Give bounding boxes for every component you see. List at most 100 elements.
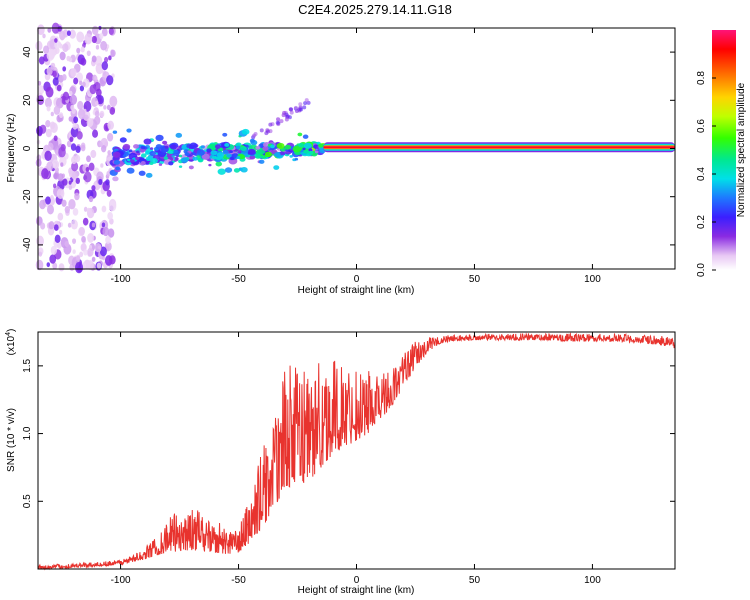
spectral-blob bbox=[178, 165, 183, 168]
noise-blob bbox=[58, 263, 65, 272]
noise-blob bbox=[68, 199, 76, 210]
spectral-blob bbox=[276, 142, 285, 149]
noise-blob bbox=[64, 205, 71, 214]
spectral-blob bbox=[303, 142, 312, 149]
spectral-blob bbox=[233, 168, 240, 173]
noise-blob bbox=[35, 158, 42, 167]
spectral-blob bbox=[298, 142, 304, 148]
spectral-blob bbox=[302, 134, 309, 139]
spectral-blob bbox=[208, 143, 218, 151]
noise-blob bbox=[71, 161, 79, 172]
branch-blob bbox=[298, 107, 303, 112]
spectral-blob bbox=[196, 149, 206, 156]
spectral-blob bbox=[135, 156, 140, 161]
noise-blob bbox=[59, 112, 64, 119]
x-tick-label: -50 bbox=[231, 274, 246, 285]
spectral-blob bbox=[249, 155, 256, 160]
spectral-blob bbox=[112, 130, 118, 134]
noise-blob bbox=[52, 262, 58, 270]
noise-blob bbox=[91, 222, 96, 228]
noise-blob bbox=[61, 199, 67, 207]
spectral-blob bbox=[181, 157, 189, 163]
noise-blob bbox=[54, 47, 60, 54]
noise-blob bbox=[86, 207, 91, 213]
noise-blob bbox=[72, 207, 79, 216]
y-tick-label: -40 bbox=[22, 237, 33, 252]
noise-blob bbox=[53, 183, 57, 189]
branch-blob bbox=[293, 105, 298, 110]
noise-blob bbox=[106, 104, 111, 111]
spectral-blob bbox=[162, 140, 168, 145]
spectral-blob bbox=[244, 144, 249, 148]
spectral-blob bbox=[236, 156, 241, 160]
spectral-blob bbox=[155, 144, 163, 150]
noise-blob bbox=[108, 27, 114, 36]
branch-blob bbox=[284, 117, 289, 122]
spectral-blob bbox=[235, 145, 241, 150]
noise-blob bbox=[107, 150, 111, 156]
noise-blob bbox=[90, 149, 97, 159]
snr-background bbox=[38, 332, 675, 569]
noise-blob bbox=[101, 222, 106, 228]
spectral-blob bbox=[222, 132, 228, 137]
spectral-blob bbox=[168, 161, 174, 166]
spectral-blob bbox=[237, 149, 242, 153]
spectral-blob bbox=[140, 153, 147, 158]
noise-blob bbox=[69, 90, 73, 96]
noise-blob bbox=[68, 185, 73, 190]
spectral-blob bbox=[247, 148, 256, 155]
noise-blob bbox=[68, 180, 72, 185]
branch-blob bbox=[298, 102, 303, 107]
spectral-blob bbox=[224, 167, 233, 173]
spectral-blob bbox=[138, 170, 146, 176]
noise-blob bbox=[57, 212, 64, 221]
spectral-blob bbox=[200, 145, 205, 149]
noise-blob bbox=[35, 40, 43, 51]
noise-blob bbox=[86, 260, 94, 271]
noise-blob bbox=[59, 51, 66, 61]
noise-blob bbox=[41, 168, 49, 180]
spectral-blob bbox=[294, 157, 299, 161]
noise-blob bbox=[69, 94, 78, 105]
spectral-blob bbox=[297, 132, 303, 137]
noise-blob bbox=[57, 25, 62, 32]
noise-blob bbox=[82, 217, 89, 226]
noise-blob bbox=[37, 24, 45, 36]
noise-blob bbox=[69, 136, 74, 143]
spectral-blob bbox=[284, 144, 292, 150]
noise-blob bbox=[79, 85, 85, 92]
spectral-blob bbox=[206, 148, 212, 153]
spectral-blob bbox=[258, 159, 265, 164]
colorbar-tick-label: 0.0 bbox=[696, 263, 707, 277]
noise-blob bbox=[36, 126, 43, 136]
noise-blob bbox=[72, 249, 76, 254]
spectral-blob bbox=[216, 152, 225, 158]
y-tick-label: 0 bbox=[22, 145, 33, 151]
noise-blob bbox=[101, 205, 107, 213]
spectral-blob bbox=[112, 176, 119, 182]
spectrogram-plot: -100 -50 0 50 100 -40 -20 0 20 40 Height of stra… bbox=[6, 22, 676, 296]
noise-blob bbox=[75, 177, 81, 184]
noise-blob bbox=[67, 222, 72, 228]
figure-title: C2E4.2025.279.14.11.G18 bbox=[298, 2, 452, 17]
noise-blob bbox=[62, 43, 69, 53]
noise-blob bbox=[46, 66, 53, 76]
spectral-blob bbox=[222, 149, 229, 155]
spectral-blob bbox=[229, 150, 233, 154]
noise-blob bbox=[91, 25, 99, 35]
noise-blob bbox=[75, 145, 81, 154]
spectral-blob bbox=[201, 153, 210, 160]
noise-blob bbox=[101, 61, 109, 71]
snr-plot: -100 -50 0 50 100 0.5 1.0 1.5 Height of straig… bbox=[5, 329, 676, 596]
noise-blob bbox=[62, 91, 70, 101]
noise-blob bbox=[38, 251, 43, 257]
noise-blob bbox=[107, 132, 114, 142]
noise-blob bbox=[44, 97, 52, 108]
y-tick-label: 1.5 bbox=[22, 358, 33, 372]
spectral-blob bbox=[119, 137, 127, 143]
x-tick-label: 0 bbox=[354, 575, 360, 586]
spectral-blob bbox=[318, 143, 324, 148]
spectral-blob bbox=[163, 156, 169, 160]
noise-blob bbox=[108, 55, 112, 61]
noise-blob bbox=[53, 224, 59, 231]
